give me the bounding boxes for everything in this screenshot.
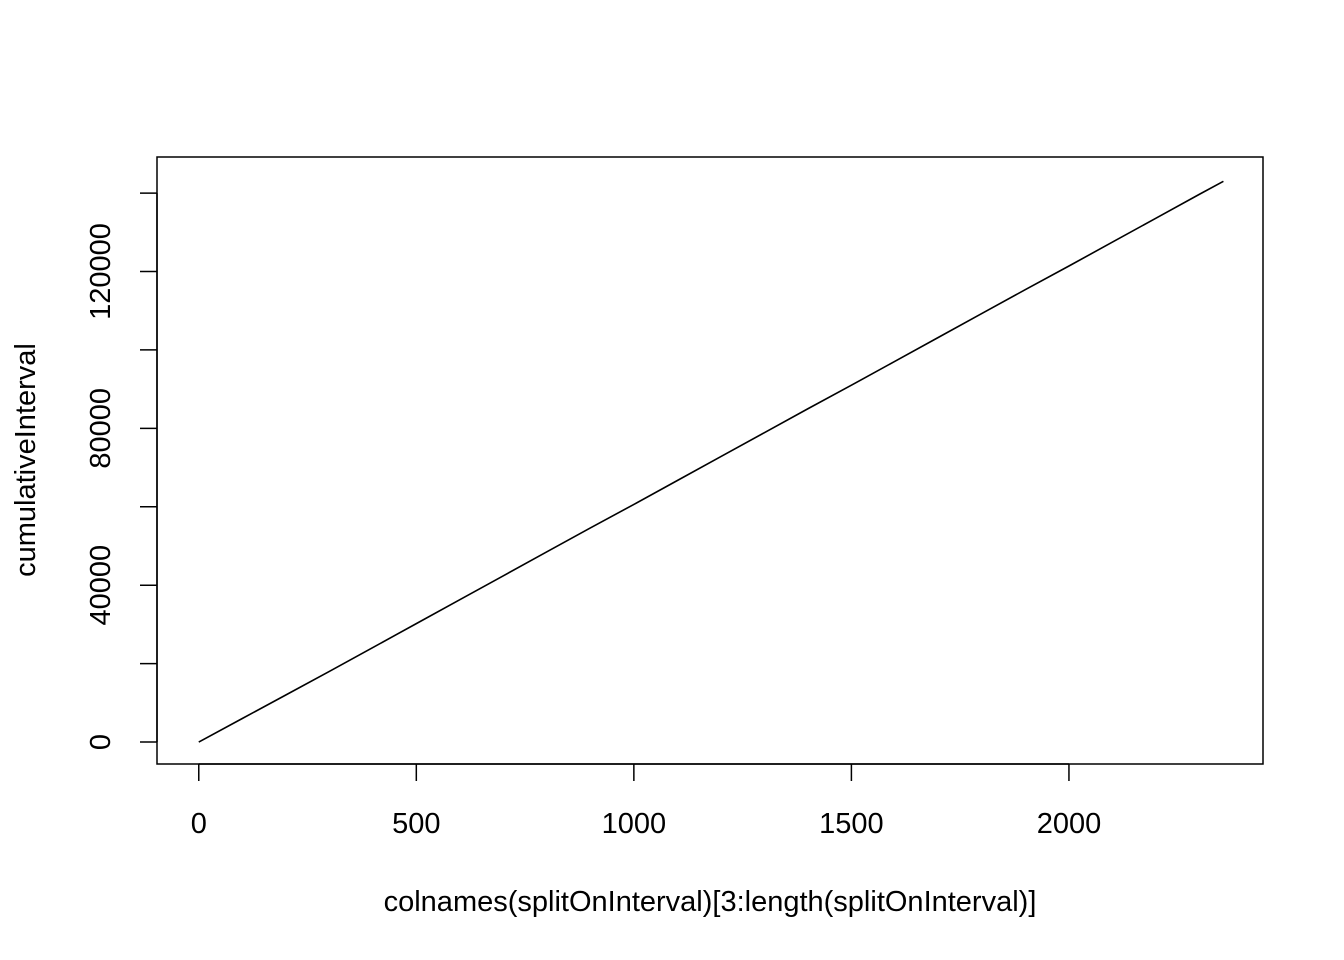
series-layer [198, 180, 1224, 743]
series-line [198, 180, 1224, 743]
plot-frame [156, 156, 1264, 765]
x-tick-label: 1500 [819, 808, 884, 840]
y-axis-title: cumulativeInterval [10, 343, 42, 577]
y-tick-label: 0 [85, 734, 117, 750]
x-axis-title: colnames(splitOnInterval)[3:length(split… [384, 886, 1037, 918]
y-tick-label: 120000 [85, 223, 117, 320]
x-tick-label: 0 [191, 808, 207, 840]
x-tick-label: 2000 [1037, 808, 1102, 840]
y-axis: 0 40000 80000 120000 [85, 192, 158, 750]
y-tick-label: 40000 [85, 545, 117, 626]
x-axis: 0 500 1000 1500 2000 [191, 763, 1102, 840]
x-tick-label: 500 [392, 808, 440, 840]
x-tick-label: 1000 [602, 808, 667, 840]
y-tick-label: 80000 [85, 388, 117, 469]
